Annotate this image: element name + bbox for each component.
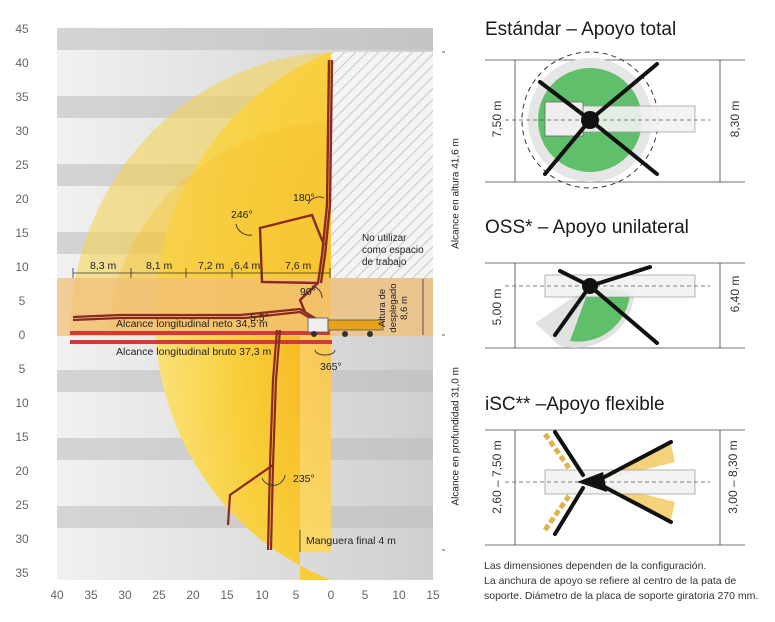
gross-reach-line bbox=[70, 340, 332, 344]
angle-label: 180° bbox=[293, 192, 315, 204]
deploy-height-label: Altura de desplegado 8,6 m bbox=[377, 283, 410, 333]
oss-support-diagram bbox=[485, 262, 745, 349]
angle-arcs bbox=[235, 196, 336, 486]
standard-dim-left: 7,50 m bbox=[490, 100, 504, 138]
net-reach-label: Alcance longitudinal neto 34,5 m bbox=[116, 318, 268, 330]
truck-icon bbox=[307, 317, 384, 337]
x-tick: 40 bbox=[50, 588, 64, 602]
height-reach-label: Alcance en altura 41,6 m bbox=[450, 138, 462, 249]
depth-reach-label: Alcance en profundidad 31,0 m bbox=[450, 367, 462, 506]
y-tick: 35 bbox=[15, 90, 29, 104]
angle-label: 235° bbox=[293, 473, 315, 485]
y-tick: 25 bbox=[15, 158, 29, 172]
angle-label: 5,5° bbox=[250, 312, 269, 324]
y-tick: 30 bbox=[15, 532, 29, 546]
isc-dim-right: 3,00 – 8,30 m bbox=[726, 440, 740, 514]
y-tick: 40 bbox=[15, 56, 29, 70]
y-tick: 15 bbox=[15, 430, 29, 444]
x-tick: 5 bbox=[361, 588, 369, 602]
y-tick: 30 bbox=[15, 124, 29, 138]
y-tick: 35 bbox=[15, 566, 29, 580]
x-tick: 15 bbox=[426, 588, 440, 602]
x-tick: 10 bbox=[255, 588, 269, 602]
x-tick: 25 bbox=[152, 588, 166, 602]
x-tick: 30 bbox=[118, 588, 132, 602]
segment-length: 8,1 m bbox=[146, 260, 173, 272]
no-use-text: No utilizar como espacio de trabajo bbox=[362, 233, 424, 268]
reach-diagram: 45 40 35 30 25 20 15 10 5 0 5 10 15 20 2… bbox=[15, 22, 461, 602]
y-tick: 10 bbox=[15, 396, 29, 410]
end-hose-label: Manguera final 4 m bbox=[306, 535, 396, 547]
angle-label: 365° bbox=[320, 361, 342, 373]
segment-length: 6,4 m bbox=[234, 260, 261, 272]
segment-length: 8,3 m bbox=[90, 260, 117, 272]
y-tick: 25 bbox=[15, 498, 29, 512]
y-tick: 15 bbox=[15, 226, 29, 240]
isc-support-diagram bbox=[485, 429, 745, 546]
segment-length: 7,6 m bbox=[285, 260, 312, 272]
x-tick: 0 bbox=[327, 588, 335, 602]
x-tick: 35 bbox=[84, 588, 98, 602]
angle-label: 90° bbox=[300, 286, 316, 298]
footnote-line: Las dimensiones dependen de la configura… bbox=[484, 560, 707, 572]
x-tick: 20 bbox=[186, 588, 200, 602]
standard-support-diagram bbox=[485, 51, 745, 189]
support-panels-graphic bbox=[485, 51, 745, 546]
boom-downward bbox=[226, 329, 282, 551]
reach-diagram-graphic bbox=[57, 28, 445, 580]
segment-length: 7,2 m bbox=[198, 260, 225, 272]
segment-dimension-lines bbox=[72, 268, 331, 278]
vertical-dimension-lines bbox=[299, 51, 445, 552]
x-tick: 10 bbox=[392, 588, 406, 602]
footnote-line: La anchura de apoyo se refiere al centro… bbox=[484, 575, 737, 587]
angle-label: 246° bbox=[231, 209, 253, 221]
standard-dim-right: 8,30 m bbox=[728, 100, 742, 138]
net-reach-line bbox=[70, 331, 330, 335]
oss-title: OSS* – Apoyo unilateral bbox=[485, 217, 689, 238]
oss-dim-left: 5,00 m bbox=[490, 288, 504, 326]
y-tick: 5 bbox=[18, 362, 26, 376]
gross-reach-label: Alcance longitudinal bruto 37,3 m bbox=[116, 346, 272, 358]
footnote-line: soporte. Diámetro de la placa de soporte… bbox=[484, 590, 759, 602]
y-tick: 20 bbox=[15, 192, 29, 206]
isc-dim-left: 2,60 – 7,50 m bbox=[490, 440, 504, 514]
y-tick: 45 bbox=[15, 22, 29, 36]
x-tick: 15 bbox=[220, 588, 234, 602]
standard-title: Estándar – Apoyo total bbox=[485, 19, 677, 40]
y-tick: 5 bbox=[18, 294, 26, 308]
boom-vertical bbox=[258, 59, 334, 313]
isc-title: iSC** –Apoyo flexible bbox=[485, 394, 665, 415]
y-tick: 20 bbox=[15, 464, 29, 478]
no-use-area bbox=[331, 52, 433, 278]
y-tick: 10 bbox=[15, 260, 29, 274]
y-tick: 0 bbox=[18, 328, 26, 342]
oss-dim-right: 6,40 m bbox=[728, 275, 742, 313]
x-tick: 5 bbox=[292, 588, 300, 602]
boom-extended bbox=[72, 307, 332, 331]
